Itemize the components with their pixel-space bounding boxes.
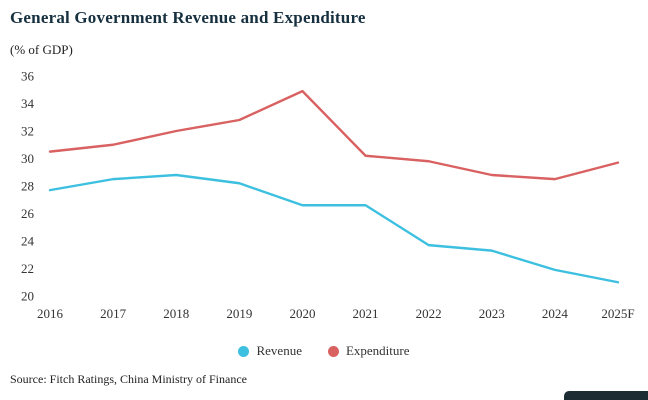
legend: Revenue Expenditure: [0, 343, 648, 359]
legend-item-revenue: Revenue: [238, 343, 302, 359]
chart-subtitle: (% of GDP): [10, 42, 73, 57]
y-tick-label: 34: [21, 96, 35, 111]
y-tick-label: 32: [21, 124, 34, 139]
series-line-expenditure: [48, 89, 620, 181]
x-tick-label: 2016: [37, 306, 64, 321]
revenue-legend-label: Revenue: [256, 343, 302, 358]
x-tick-label: 2017: [100, 306, 127, 321]
chart-title: General Government Revenue and Expenditu…: [10, 8, 366, 27]
y-tick-label: 28: [21, 179, 34, 194]
source-note: Source: Fitch Ratings, China Ministry of…: [10, 372, 247, 386]
x-tick-label: 2018: [163, 306, 189, 321]
watermark-bar: [564, 391, 648, 400]
y-tick-label: 36: [21, 69, 35, 84]
x-tick-label: 2019: [226, 306, 252, 321]
x-tick-label: 2021: [353, 306, 379, 321]
x-tick-label: 2025F: [601, 306, 634, 321]
x-tick-label: 2023: [479, 306, 505, 321]
legend-item-expenditure: Expenditure: [327, 343, 410, 359]
expenditure-legend-dot: [327, 345, 339, 357]
x-tick-label: 2020: [289, 306, 315, 321]
y-tick-label: 26: [21, 206, 35, 221]
expenditure-legend-label: Expenditure: [345, 343, 410, 358]
series-line-revenue: [48, 173, 620, 284]
y-tick-label: 22: [21, 261, 34, 276]
y-tick-label: 24: [21, 234, 35, 249]
x-tick-label: 2022: [416, 306, 442, 321]
y-tick-label: 20: [21, 289, 34, 304]
x-tick-label: 2024: [542, 306, 569, 321]
y-tick-label: 30: [21, 151, 34, 166]
revenue-legend-dot: [238, 345, 250, 357]
